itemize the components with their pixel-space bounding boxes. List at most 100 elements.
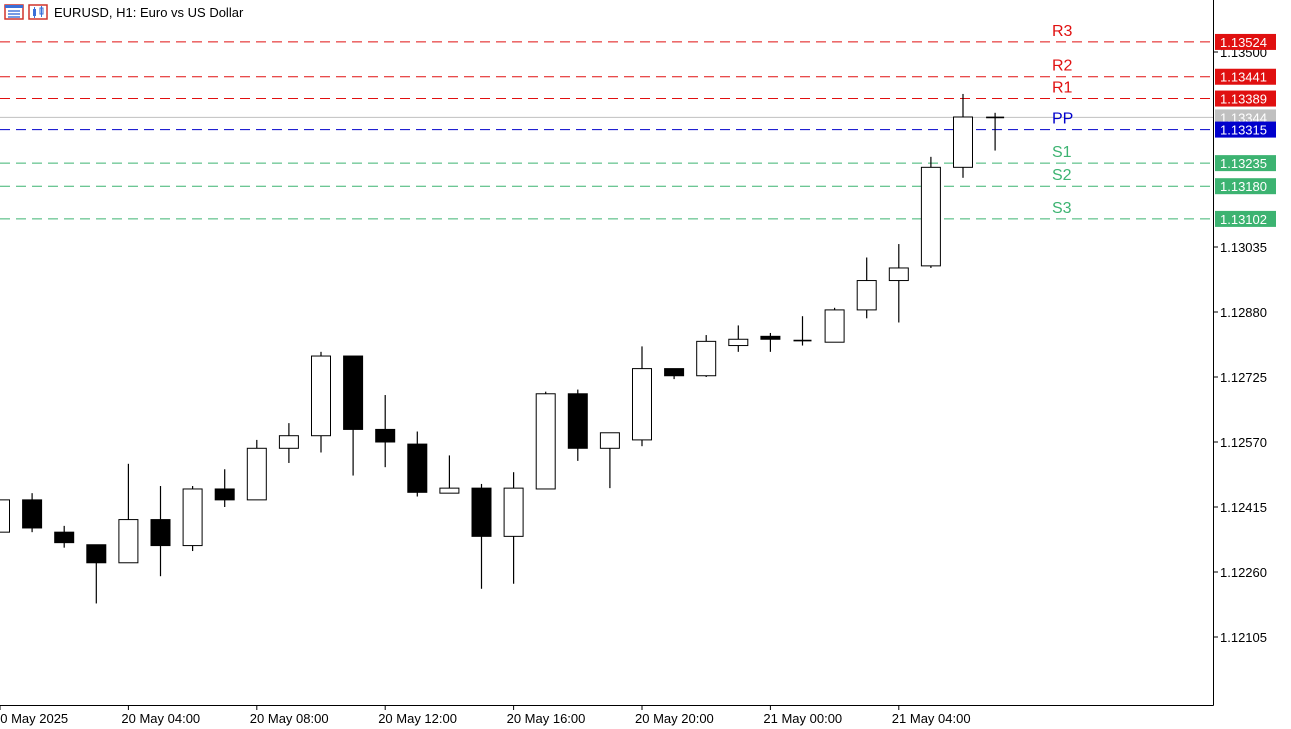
level-price-r1-bg: [1215, 90, 1276, 107]
candle-body: [439, 487, 460, 494]
x-tick-label: 20 May 12:00: [378, 711, 457, 726]
candle[interactable]: [632, 346, 652, 447]
candle-body: [214, 488, 235, 501]
candle[interactable]: [664, 368, 685, 380]
candle-body: [118, 519, 139, 564]
level-price-r2-bg: [1215, 68, 1276, 85]
candle[interactable]: [503, 472, 524, 584]
level-price-s2: 1.13180: [1220, 179, 1267, 194]
x-tick-label: 20 May 16:00: [507, 711, 586, 726]
y-tick-label: 1.12880: [1220, 305, 1267, 320]
candle[interactable]: [343, 355, 364, 476]
candle[interactable]: [760, 332, 781, 352]
chart-axes: 1.135001.130351.128801.127251.125701.124…: [0, 0, 1267, 726]
candle[interactable]: [953, 93, 973, 178]
candle[interactable]: [54, 525, 75, 548]
level-price-r1: 1.13389: [1220, 92, 1267, 107]
candle[interactable]: [118, 463, 139, 564]
level-price-pp-bg: [1215, 121, 1276, 138]
candle[interactable]: [214, 469, 235, 507]
candle[interactable]: [150, 486, 171, 577]
current-price-label-bg: [1215, 109, 1276, 126]
candle-body: [86, 544, 107, 564]
candle[interactable]: [471, 483, 492, 589]
candle-body: [664, 368, 685, 377]
y-tick-label: 1.12415: [1220, 500, 1267, 515]
candle[interactable]: [920, 156, 941, 268]
candle-body: [343, 355, 364, 430]
candle-body: [599, 432, 620, 449]
candle-body: [22, 499, 43, 529]
candle[interactable]: [696, 335, 717, 377]
y-tick-label: 1.12725: [1220, 370, 1267, 385]
window-list-icon[interactable]: [4, 4, 24, 20]
level-price-s1: 1.13235: [1220, 156, 1267, 171]
candle-body: [311, 355, 331, 437]
candle-body: [278, 435, 299, 449]
candle[interactable]: [986, 112, 1005, 151]
candle[interactable]: [793, 316, 812, 346]
level-name-s3: S3: [1052, 200, 1072, 217]
candle-body: [407, 443, 428, 493]
candle[interactable]: [246, 439, 267, 501]
candle[interactable]: [182, 486, 203, 552]
candle-body: [471, 487, 492, 537]
y-tick-label: 1.13035: [1220, 240, 1267, 255]
x-tick-label: 20 May 20:00: [635, 711, 714, 726]
level-price-r3: 1.13524: [1220, 35, 1267, 50]
candle[interactable]: [856, 257, 877, 319]
level-price-pp: 1.13315: [1220, 123, 1267, 138]
level-price-s1-bg: [1215, 155, 1276, 172]
candle[interactable]: [888, 244, 909, 323]
candle-body: [728, 338, 749, 347]
candle-body: [246, 447, 267, 501]
x-tick-label: 20 May 08:00: [250, 711, 329, 726]
level-price-s2-bg: [1215, 178, 1276, 195]
chart-title: EURUSD, H1: Euro vs US Dollar: [54, 4, 244, 20]
candle-body: [953, 116, 973, 168]
candle-body: [824, 309, 845, 343]
candle[interactable]: [728, 325, 749, 352]
candle[interactable]: [0, 499, 10, 533]
candle-body: [0, 499, 10, 533]
candle[interactable]: [407, 431, 428, 497]
x-tick-label: 20 May 04:00: [121, 711, 200, 726]
level-price-s3: 1.13102: [1220, 212, 1267, 227]
candle[interactable]: [86, 544, 107, 604]
candle-body: [54, 531, 75, 544]
candlesticks: [0, 93, 1005, 604]
candle[interactable]: [375, 395, 396, 468]
level-name-s1: S1: [1052, 144, 1072, 161]
level-price-r2: 1.13441: [1220, 70, 1267, 85]
x-tick-label: 21 May 04:00: [892, 711, 971, 726]
chart-header: EURUSD, H1: Euro vs US Dollar: [4, 3, 243, 21]
x-tick-label: 20 May 2025: [0, 711, 68, 726]
level-name-r2: R2: [1052, 58, 1073, 75]
candle-body: [150, 519, 171, 547]
candle-body: [760, 335, 781, 340]
candle-body: [567, 393, 588, 449]
candle[interactable]: [278, 423, 299, 463]
candle[interactable]: [567, 389, 588, 461]
candle[interactable]: [535, 391, 556, 490]
level-name-pp: PP: [1052, 111, 1073, 128]
candle[interactable]: [599, 432, 620, 489]
level-name-s2: S2: [1052, 167, 1072, 184]
price-labels: 1.133441.135241.134411.133891.133151.132…: [1215, 33, 1276, 227]
y-tick-label: 1.12570: [1220, 435, 1267, 450]
level-price-s3-bg: [1215, 210, 1276, 227]
candle-body: [696, 340, 717, 377]
candle[interactable]: [439, 455, 460, 494]
level-name-r1: R1: [1052, 80, 1073, 97]
candle[interactable]: [824, 307, 845, 343]
candle-body: [920, 166, 941, 267]
candle[interactable]: [22, 493, 43, 533]
pivot-level-lines: R3 R2 R1 PP S1 S2 S3: [0, 23, 1213, 220]
x-tick-label: 21 May 00:00: [763, 711, 842, 726]
candle[interactable]: [311, 351, 331, 453]
y-tick-label: 1.12105: [1220, 630, 1267, 645]
chart-type-icon[interactable]: [28, 4, 48, 20]
candle-body: [182, 488, 203, 547]
y-tick-label: 1.12260: [1220, 565, 1267, 580]
